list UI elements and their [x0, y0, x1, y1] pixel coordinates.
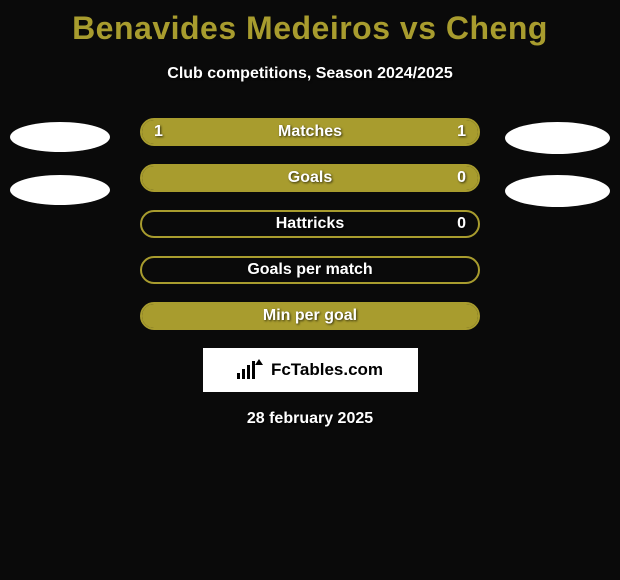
stat-row: Min per goal	[140, 302, 480, 330]
stat-label: Goals	[288, 169, 332, 187]
date-text: 28 february 2025	[0, 410, 620, 428]
stat-label: Hattricks	[276, 215, 344, 233]
stat-value-right: 0	[457, 169, 466, 187]
stat-row: Goals 0	[140, 164, 480, 192]
chart-icon	[237, 361, 265, 379]
stat-value-right: 1	[457, 123, 466, 141]
stat-row: 1 Matches 1	[140, 118, 480, 146]
subtitle: Club competitions, Season 2024/2025	[0, 65, 620, 83]
stat-label: Min per goal	[263, 307, 357, 325]
stat-row: Goals per match	[140, 256, 480, 284]
logo-text: FcTables.com	[271, 360, 383, 380]
logo-box: FcTables.com	[203, 348, 418, 392]
stats-container: 1 Matches 1 Goals 0 Hattricks 0 Goals per match…	[0, 118, 620, 330]
stat-value-left: 1	[154, 123, 163, 141]
stat-label: Matches	[278, 123, 342, 141]
stat-value-right: 0	[457, 215, 466, 233]
stat-label: Goals per match	[247, 261, 372, 279]
stat-row: Hattricks 0	[140, 210, 480, 238]
page-title: Benavides Medeiros vs Cheng	[0, 0, 620, 47]
